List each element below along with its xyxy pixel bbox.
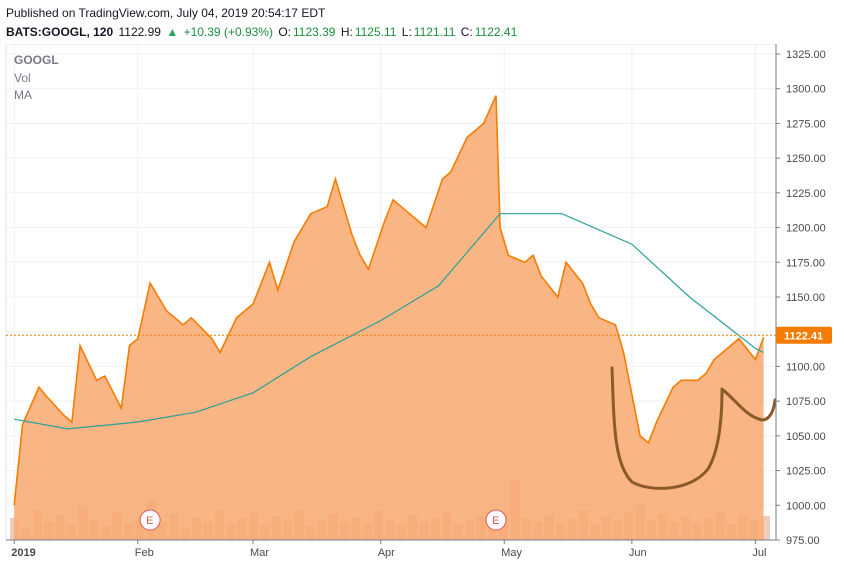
time-axis[interactable]: 2019 Feb Mar Apr May Jun Jul: [6, 539, 776, 559]
legend-ma: MA: [14, 88, 32, 102]
published-line: Published on TradingView.com, July 04, 2…: [6, 6, 326, 20]
volume-bar: [760, 516, 770, 540]
x-tick-label: Mar: [250, 547, 269, 559]
y-tick-label: 1000.00: [786, 500, 826, 512]
symbol-label: BATS:GOOGL, 120: [6, 25, 114, 39]
ohlc-line: BATS:GOOGL, 120 1122.99 ▲ +10.39 (+0.93%…: [6, 23, 519, 42]
earnings-marker-label: E: [146, 515, 153, 527]
y-tick-label: 1150.00: [786, 292, 825, 304]
price-line: [13, 95, 765, 506]
low-value: 1121.11: [413, 25, 456, 39]
open-value: 1123.39: [292, 25, 336, 39]
last-price-tag-bg: [776, 326, 832, 344]
earnings-marker-circle: [139, 509, 161, 531]
price-axis[interactable]: 1325.00 1300.00 1275.00 1250.00 1225.00 1200.…: [775, 44, 826, 547]
y-tick-label: 1200.00: [786, 223, 826, 235]
x-tick-label: Feb: [135, 547, 154, 559]
y-tick-label: 1300.00: [786, 84, 826, 96]
x-tick-label: Jun: [629, 547, 647, 559]
legend-symbol: GOOGL: [14, 53, 59, 67]
y-tick-label: 1175.00: [786, 257, 825, 269]
x-tick-label: Jul: [752, 547, 766, 559]
high-value: 1125.11: [354, 25, 397, 39]
y-tick-label: 1325.00: [786, 49, 826, 61]
change-value: +10.39 (+0.93%): [183, 25, 273, 39]
y-tick-label: 1250.00: [786, 153, 826, 165]
price-area-fill: [14, 95, 764, 540]
x-tick-label: May: [501, 547, 522, 559]
y-tick-label: 975.00: [786, 535, 820, 547]
last-price: 1122.99: [118, 25, 161, 39]
close-label: C:: [460, 25, 473, 39]
up-triangle-icon: ▲: [166, 25, 179, 39]
x-tick-label: 2019: [11, 547, 35, 559]
y-tick-label: 1225.00: [786, 188, 826, 200]
legend-vol: Vol: [14, 71, 31, 85]
earnings-marker-circle: [485, 509, 507, 531]
y-tick-label: 1025.00: [786, 466, 826, 478]
moving-average-line: [14, 213, 764, 430]
x-tick-label: Apr: [378, 547, 395, 559]
high-label: H:: [340, 25, 353, 39]
last-price-tag: 1122.41: [776, 326, 832, 344]
hand-drawn-cup-annotation: [610, 366, 724, 490]
chart-header: Published on TradingView.com, July 04, 2…: [6, 4, 519, 42]
y-tick-label: 1275.00: [786, 118, 826, 130]
hand-drawn-handle-annotation: [721, 388, 777, 422]
y-tick-label: 1050.00: [786, 431, 826, 443]
close-value: 1122.41: [474, 25, 518, 39]
earnings-marker-label: E: [492, 515, 499, 527]
y-tick-label: 1100.00: [786, 361, 825, 373]
y-tick-label: 1075.00: [786, 396, 826, 408]
open-label: O:: [278, 25, 291, 39]
low-label: L:: [401, 25, 412, 39]
last-price-tag-label: 1122.41: [784, 330, 823, 342]
